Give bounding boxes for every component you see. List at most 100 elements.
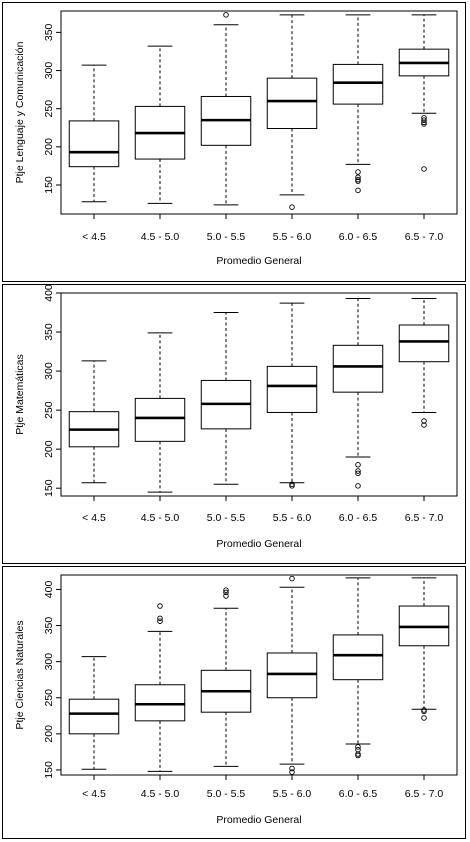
outlier-point (223, 587, 229, 593)
chart-panel-ciencias: 150 200 250 300 350 400 Ptje Ciencias Naturale… (2, 566, 466, 839)
box-group: 6.0 - 6.5 (332, 577, 384, 800)
outlier-point (355, 169, 361, 175)
outlier-point (355, 176, 361, 183)
y-tick-label: 200 (43, 725, 55, 743)
outlier-point (421, 418, 427, 424)
outlier-point (289, 204, 295, 210)
x-tick-label: 6.0 - 6.5 (339, 788, 378, 800)
outlier-point (157, 603, 163, 609)
y-tick-label: 300 (43, 653, 55, 671)
box-group: < 4.5 (68, 64, 120, 243)
y-tick-label: 150 (43, 479, 55, 497)
box-group: 6.5 - 7.0 (398, 14, 450, 243)
x-tick-label: 4.5 - 5.0 (141, 788, 180, 800)
outlier-point (157, 618, 163, 624)
plot-frame (60, 292, 458, 497)
box-group: 5.5 - 6.0 (266, 14, 318, 243)
y-tick-label: 250 (43, 100, 55, 118)
y-tick-label: 150 (43, 176, 55, 194)
y-axis-title: Ptje Ciencias Naturales (14, 620, 26, 729)
outlier-point (421, 715, 427, 721)
iqr-box (134, 397, 186, 442)
outlier-point (223, 589, 229, 596)
box-group: < 4.5 (68, 360, 120, 524)
x-axis-title: Promedio General (216, 255, 301, 267)
outlier-point (289, 481, 295, 488)
x-axis-title: Promedio General (216, 538, 301, 550)
outlier-point (421, 166, 427, 172)
x-tick-label: 4.5 - 5.0 (141, 512, 180, 524)
x-tick-label: 6.0 - 6.5 (339, 512, 378, 524)
iqr-box (398, 324, 450, 363)
box-group: 5.0 - 5.5 (200, 12, 252, 243)
iqr-box (68, 120, 120, 168)
iqr-box (266, 365, 318, 413)
box-group: 6.0 - 6.5 (332, 14, 384, 243)
outlier-point (355, 470, 361, 477)
y-tick-label: 150 (43, 761, 55, 779)
iqr-box (332, 344, 384, 393)
iqr-box (332, 63, 384, 105)
outlier-point (421, 121, 427, 127)
box-group: 5.5 - 6.0 (266, 302, 318, 524)
outlier-point (355, 174, 361, 181)
outlier-point (355, 752, 361, 759)
outlier-point (289, 575, 295, 582)
outlier-point (289, 769, 295, 775)
y-axis-title: Ptje Matemáticas (14, 354, 26, 435)
box-group: 6.5 - 7.0 (398, 297, 450, 524)
outlier-point (421, 422, 427, 428)
y-tick-label: 250 (43, 689, 55, 707)
outlier-point (421, 119, 427, 126)
chart-svg-matematicas: 150 200 250 300 350 400 Ptje Matemáticas Promed… (14, 285, 458, 550)
box-group: 4.5 - 5.0 (134, 603, 186, 800)
x-tick-label: 6.5 - 7.0 (405, 788, 444, 800)
x-tick-label: 5.0 - 5.5 (207, 788, 246, 800)
y-axis-title: Ptje Lenguaje y Comunicación (14, 41, 26, 183)
chart-svg-ciencias: 150 200 250 300 350 400 Ptje Ciencias Naturale… (14, 574, 458, 826)
y-tick-label: 350 (43, 323, 55, 341)
x-tick-label: < 4.5 (82, 512, 106, 524)
x-tick-label: 5.5 - 6.0 (273, 512, 312, 524)
iqr-box (332, 634, 384, 681)
iqr-box (68, 698, 120, 735)
plot-frame (60, 574, 458, 776)
box-group: < 4.5 (68, 656, 120, 800)
outlier-point (355, 462, 361, 468)
outlier-point (421, 708, 427, 715)
box-group: 5.0 - 5.5 (200, 587, 252, 800)
y-tick-label: 300 (43, 362, 55, 380)
x-tick-label: 6.5 - 7.0 (405, 512, 444, 524)
x-tick-label: 5.5 - 6.0 (273, 231, 312, 243)
x-tick-label: 6.5 - 7.0 (405, 231, 444, 243)
y-tick-label: 300 (43, 62, 55, 80)
box-group: 6.5 - 7.0 (398, 577, 450, 800)
outlier-point (355, 468, 361, 474)
outlier-point (355, 187, 361, 194)
y-tick-label: 400 (43, 285, 55, 302)
x-tick-label: 6.0 - 6.5 (339, 231, 378, 243)
y-tick-label: 350 (43, 617, 55, 635)
box-group: 5.0 - 5.5 (200, 312, 252, 524)
outlier-point (223, 593, 229, 599)
outlier-point (289, 765, 295, 772)
outlier-point (157, 615, 163, 622)
iqr-box (266, 652, 318, 699)
iqr-box (134, 684, 186, 722)
chart-panel-matematicas: 150 200 250 300 350 400 Ptje Matemáticas Promed… (2, 284, 466, 564)
box-group: 5.5 - 6.0 (266, 575, 318, 800)
y-tick-label: 200 (43, 440, 55, 458)
box-group: 4.5 - 5.0 (134, 45, 186, 243)
x-tick-label: 5.0 - 5.5 (207, 512, 246, 524)
x-axis-title: Promedio General (216, 814, 301, 826)
box-group: 4.5 - 5.0 (134, 332, 186, 524)
chart-svg-lenguaje: 150 200 250 300 350 Ptje Lenguaje y Comunicac… (14, 10, 458, 267)
iqr-box (266, 77, 318, 130)
outlier-point (355, 483, 361, 489)
y-tick-label: 200 (43, 138, 55, 156)
x-tick-label: < 4.5 (82, 231, 106, 243)
x-tick-label: 5.5 - 6.0 (273, 788, 312, 800)
outlier-point (421, 117, 427, 123)
y-tick-label: 400 (43, 581, 55, 599)
chart-panel-lenguaje: 150 200 250 300 350 Ptje Lenguaje y Comunicac… (2, 2, 466, 282)
